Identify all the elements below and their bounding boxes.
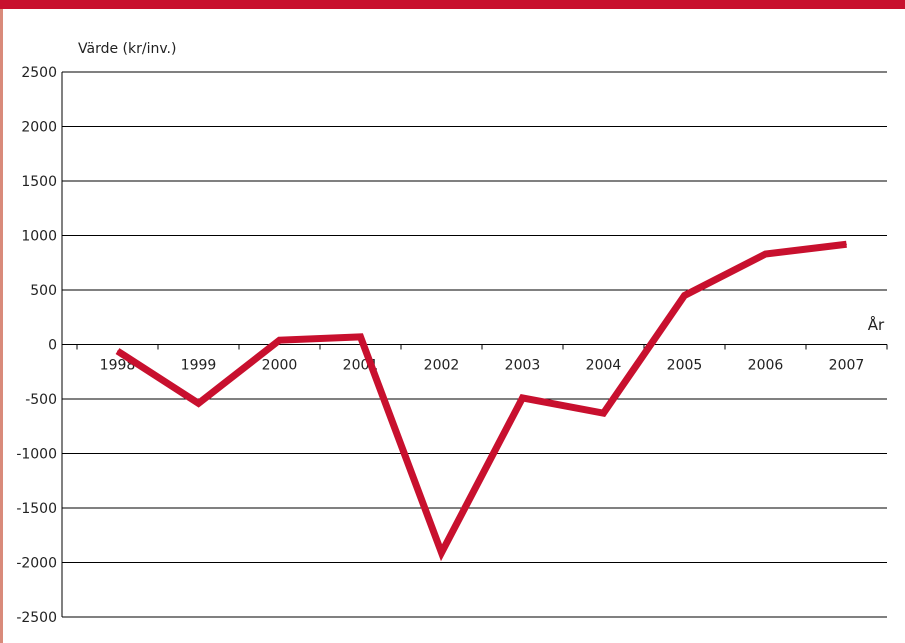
x-tick-label: 1998 (100, 358, 136, 374)
y-tick-labels: 2500 2000 1500 1000 500 0 -500 -1000 -1500 -2000 -… (16, 65, 57, 626)
left-accent-rule (0, 9, 3, 643)
series-layer (115, 240, 847, 562)
x-tick-label: 2004 (586, 358, 622, 374)
data-point (522, 397, 523, 399)
x-tick-label: 1999 (181, 358, 217, 374)
data-point (603, 412, 604, 414)
y-tick-label: 500 (30, 283, 57, 299)
y-tick-label: -500 (25, 392, 57, 408)
data-point (198, 402, 199, 404)
x-tick-label: 2007 (829, 358, 865, 374)
x-tick-label: 2002 (424, 358, 460, 374)
grid-lines (62, 71, 887, 618)
data-point (360, 336, 361, 338)
y-tick-label: -2500 (16, 610, 57, 626)
x-tick-label: 2006 (748, 358, 784, 374)
y-tick-label: 0 (48, 338, 57, 354)
y-tick-label: 2500 (21, 65, 57, 81)
y-tick-label: -2000 (16, 556, 57, 572)
x-tick-label: 2000 (262, 358, 298, 374)
x-tick-label: 2005 (667, 358, 703, 374)
data-point (765, 253, 766, 255)
data-point (117, 350, 118, 352)
x-tick-labels: 1998 1999 2000 2001 2002 2003 2004 2005 2006 2007 (100, 358, 865, 374)
y-tick-label: 1500 (21, 174, 57, 190)
data-point (441, 552, 442, 554)
data-point (846, 243, 847, 245)
x-axis-label: År (868, 315, 885, 334)
axes (61, 72, 888, 617)
top-accent-bar (0, 0, 905, 9)
y-tick-label: 2000 (21, 120, 57, 136)
y-tick-label: -1500 (16, 501, 57, 517)
x-tick-label: 2003 (505, 358, 541, 374)
data-point (684, 294, 685, 296)
y-tick-label: -1000 (16, 447, 57, 463)
y-tick-label: 1000 (21, 229, 57, 245)
series-line (115, 240, 847, 562)
y-axis-label: Värde (kr/inv.) (78, 41, 176, 57)
data-point (279, 339, 280, 341)
